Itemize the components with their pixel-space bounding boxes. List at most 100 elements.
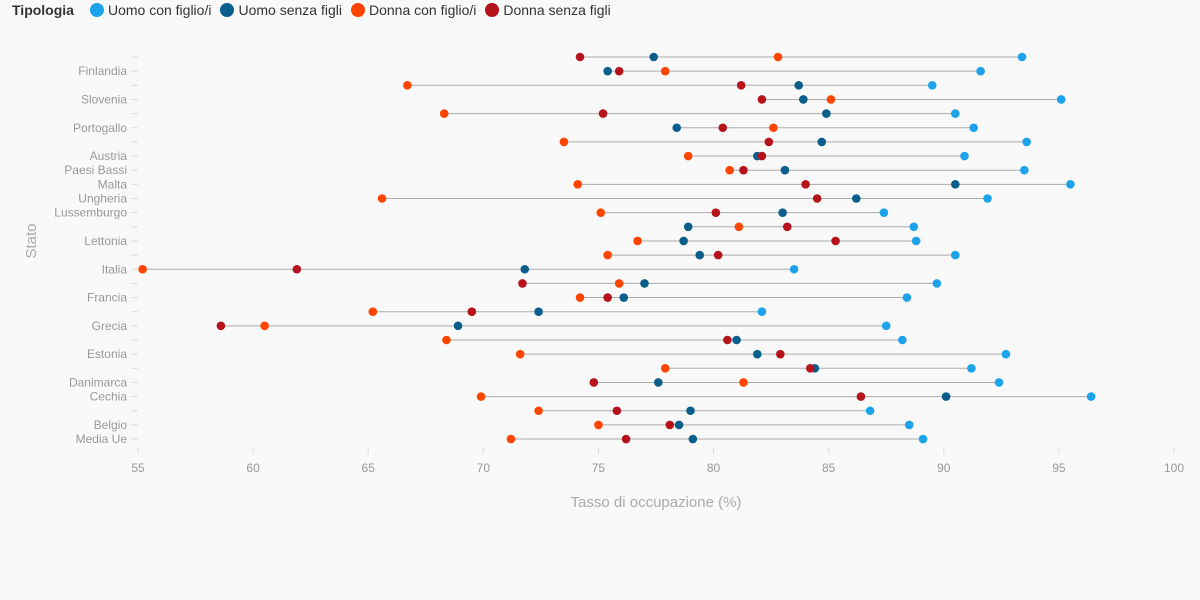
y-tick-label: Italia — [102, 262, 128, 276]
data-point-donna-senza-figli — [467, 307, 477, 317]
data-point-donna-senza-figli — [805, 364, 815, 373]
y-tick-label: Austria — [90, 149, 128, 163]
data-point-donna-senza-figli — [598, 109, 608, 118]
data-point-donna-con-figlio-i — [826, 95, 836, 104]
data-point-donna-con-figlio-i — [138, 264, 147, 274]
legend-swatch — [485, 3, 500, 17]
data-point-uomo-senza-figli — [780, 165, 790, 175]
y-tick-label: Grecia — [92, 319, 128, 333]
data-point-donna-con-figlio-i — [769, 123, 778, 133]
data-point-donna-con-figlio-i — [506, 434, 516, 444]
x-tick-label: 80 — [707, 461, 721, 475]
data-point-donna-senza-figli — [216, 321, 226, 331]
data-point-uomo-senza-figli — [688, 434, 698, 444]
y-tick-label: Belgio — [94, 418, 128, 432]
data-point-donna-con-figlio-i — [260, 321, 269, 331]
data-point-uomo-con-figlio-i — [983, 194, 992, 203]
legend-swatch — [89, 3, 104, 17]
data-point-donna-senza-figli — [665, 420, 675, 430]
data-point-donna-con-figlio-i — [603, 250, 612, 260]
y-tick-label: Lettonia — [84, 234, 127, 248]
x-tick-label: 55 — [131, 461, 145, 475]
x-tick-label: 95 — [1052, 461, 1066, 475]
data-point-donna-con-figlio-i — [594, 420, 603, 430]
data-point-donna-con-figlio-i — [683, 151, 693, 161]
data-point-donna-con-figlio-i — [534, 406, 543, 416]
data-point-uomo-con-figlio-i — [865, 406, 875, 416]
data-point-donna-con-figlio-i — [573, 180, 583, 189]
x-axis-title: Tasso di occupazione (%) — [571, 494, 742, 511]
data-point-uomo-senza-figli — [686, 406, 695, 416]
data-point-donna-senza-figli — [575, 52, 585, 62]
y-tick-label: Paesi Bassi — [64, 163, 127, 177]
data-point-donna-senza-figli — [776, 349, 785, 359]
data-point-uomo-con-figlio-i — [1001, 349, 1011, 359]
data-point-uomo-con-figlio-i — [1017, 52, 1027, 62]
data-point-donna-senza-figli — [736, 81, 746, 90]
legend-label: Uomo con figlio/i — [107, 2, 212, 18]
data-point-uomo-senza-figli — [799, 95, 808, 104]
legend-item-donna-senza-figli[interactable]: Donna senza figli — [485, 2, 611, 18]
data-point-donna-con-figlio-i — [515, 349, 525, 359]
data-point-uomo-con-figlio-i — [1022, 137, 1031, 147]
data-point-donna-senza-figli — [723, 335, 732, 345]
data-point-uomo-senza-figli — [654, 378, 663, 387]
data-point-donna-con-figlio-i — [739, 378, 748, 387]
data-point-uomo-con-figlio-i — [950, 250, 960, 260]
data-point-donna-senza-figli — [621, 434, 631, 444]
data-point-donna-senza-figli — [718, 123, 728, 133]
data-point-donna-senza-figli — [518, 279, 527, 288]
data-point-donna-senza-figli — [757, 151, 767, 161]
data-point-uomo-con-figlio-i — [1086, 392, 1096, 401]
data-point-uomo-senza-figli — [640, 279, 649, 288]
data-point-uomo-con-figlio-i — [969, 123, 979, 133]
data-point-donna-senza-figli — [614, 66, 624, 76]
data-point-donna-senza-figli — [739, 165, 748, 175]
data-point-uomo-con-figlio-i — [909, 222, 919, 232]
data-point-donna-con-figlio-i — [476, 392, 486, 401]
data-point-uomo-senza-figli — [520, 264, 530, 274]
data-point-donna-senza-figli — [711, 208, 721, 217]
legend-item-uomo-con-figli[interactable]: Uomo con figlio/i — [89, 2, 212, 18]
data-point-uomo-senza-figli — [794, 81, 804, 90]
data-point-donna-senza-figli — [812, 194, 822, 203]
data-point-donna-con-figlio-i — [575, 293, 585, 302]
data-point-uomo-senza-figli — [453, 321, 463, 331]
data-point-donna-con-figlio-i — [660, 66, 670, 76]
y-tick-label: Danimarca — [69, 375, 127, 389]
data-point-uomo-senza-figli — [822, 109, 831, 118]
y-tick-label: Slovenia — [81, 92, 127, 106]
legend-label: Donna con figlio/i — [368, 2, 477, 18]
x-tick-label: 70 — [477, 461, 491, 475]
data-point-uomo-senza-figli — [674, 420, 684, 430]
data-point-uomo-senza-figli — [817, 137, 827, 147]
data-point-donna-senza-figli — [292, 264, 302, 274]
data-point-donna-con-figlio-i — [442, 335, 451, 345]
data-point-uomo-senza-figli — [679, 236, 688, 246]
data-point-donna-senza-figli — [764, 137, 774, 147]
legend-label: Uomo senza figli — [238, 2, 342, 18]
data-point-donna-senza-figli — [831, 236, 840, 246]
data-point-donna-con-figlio-i — [773, 52, 783, 62]
data-point-uomo-senza-figli — [649, 52, 658, 62]
data-point-donna-senza-figli — [782, 222, 792, 232]
data-point-uomo-senza-figli — [950, 180, 960, 189]
data-point-uomo-senza-figli — [672, 123, 682, 133]
data-point-uomo-con-figlio-i — [932, 279, 942, 288]
data-point-uomo-con-figlio-i — [918, 434, 928, 444]
y-tick-label: Media Ue — [76, 432, 128, 446]
data-point-uomo-senza-figli — [683, 222, 693, 232]
legend-item-uomo-senza-figli[interactable]: Uomo senza figli — [220, 2, 342, 18]
data-point-uomo-con-figlio-i — [1020, 165, 1029, 175]
y-axis-title: Stato — [23, 223, 40, 258]
data-point-donna-senza-figli — [801, 180, 810, 189]
data-point-uomo-senza-figli — [752, 349, 762, 359]
data-point-uomo-con-figlio-i — [904, 420, 914, 430]
data-point-uomo-senza-figli — [534, 307, 543, 317]
legend-item-donna-con-figli[interactable]: Donna con figlio/i — [350, 2, 477, 18]
y-tick-label: Francia — [87, 291, 127, 305]
legend-label: Donna senza figli — [503, 2, 611, 18]
data-point-donna-con-figlio-i — [633, 236, 642, 246]
data-point-uomo-con-figlio-i — [994, 378, 1004, 387]
